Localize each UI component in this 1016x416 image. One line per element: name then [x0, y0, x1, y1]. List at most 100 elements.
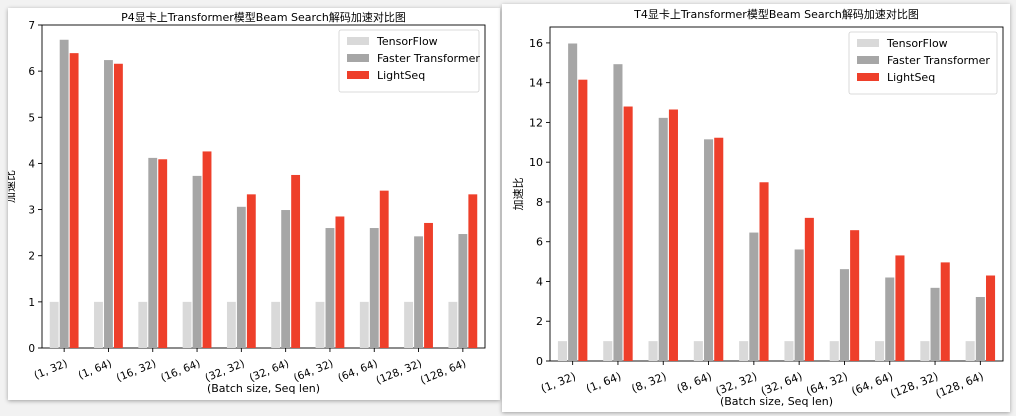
bar-lightseq — [468, 194, 478, 348]
legend-label: Faster Transformer — [377, 52, 480, 65]
bar-faster-transformer — [281, 210, 291, 348]
bar-faster-transformer — [568, 43, 578, 361]
legend-label: LightSeq — [377, 69, 425, 82]
bar-faster-transformer — [794, 249, 804, 361]
y-tick-label: 4 — [536, 275, 543, 288]
x-tick-label: (128, 32) — [374, 358, 423, 387]
y-tick-label: 5 — [28, 112, 35, 124]
bar-faster-transformer — [704, 139, 714, 361]
legend-swatch-faster-transformer — [347, 54, 369, 62]
bar-lightseq — [424, 222, 433, 348]
plot-frame — [41, 24, 486, 349]
x-tick-label: (32, 64) — [248, 358, 291, 385]
x-tick-label: (16, 64) — [159, 358, 202, 385]
x-tick-label: (64, 32) — [804, 370, 849, 398]
bar-lightseq — [895, 255, 905, 361]
bar-faster-transformer — [104, 60, 113, 348]
bar-lightseq — [578, 79, 588, 362]
bar-tensorflow — [226, 301, 236, 348]
bar-tensorflow — [448, 301, 458, 348]
legend-label: LightSeq — [887, 71, 935, 84]
y-tick-label: 2 — [536, 315, 543, 328]
bar-lightseq — [623, 106, 633, 362]
plot-frame — [549, 26, 1004, 362]
x-tick-label: (128, 32) — [888, 370, 940, 401]
x-tick-label: (1, 32) — [539, 370, 578, 396]
bar-tensorflow — [648, 341, 658, 361]
x-tick-label: (32, 64) — [759, 370, 804, 398]
bar-faster-transformer — [749, 232, 759, 361]
y-tick-label: 0 — [28, 343, 35, 355]
x-tick-label: (32, 32) — [714, 370, 759, 398]
bar-lightseq — [379, 190, 389, 348]
bar-faster-transformer — [458, 234, 468, 348]
bar-tensorflow — [965, 341, 975, 361]
bar-tensorflow — [182, 301, 192, 348]
bar-lightseq — [986, 275, 996, 361]
t4-speedup-chart: T4显卡上Transformer模型Beam Search解码加速对比图 0 2 4 6… — [512, 7, 1004, 408]
y-tick-label: 12 — [529, 116, 543, 129]
bar-tensorflow — [49, 301, 59, 348]
bar-tensorflow — [138, 301, 148, 348]
legend-swatch-lightseq — [857, 73, 879, 81]
bar-faster-transformer — [325, 228, 335, 348]
bar-faster-transformer — [839, 269, 849, 361]
x-tick-label: (8, 64) — [675, 370, 714, 396]
bar-faster-transformer — [414, 236, 423, 348]
x-tick-label: (32, 32) — [203, 358, 246, 385]
y-tick-label: 1 — [28, 297, 35, 309]
bar-tensorflow — [693, 341, 703, 361]
chart-title: T4显卡上Transformer模型Beam Search解码加速对比图 — [633, 7, 919, 21]
bar-tensorflow — [829, 341, 839, 361]
legend-swatch-tensorflow — [857, 39, 879, 47]
bar-tensorflow — [315, 301, 325, 348]
y-tick-label: 0 — [536, 355, 543, 368]
bar-faster-transformer — [148, 157, 158, 348]
y-tick-label: 6 — [28, 66, 35, 78]
bar-lightseq — [158, 159, 168, 348]
bar-lightseq — [804, 217, 814, 361]
bar-faster-transformer — [613, 64, 623, 362]
x-tick-label: (64, 64) — [850, 370, 895, 398]
bar-lightseq — [714, 137, 724, 361]
legend-label: Faster Transformer — [887, 54, 990, 67]
bar-faster-transformer — [975, 296, 985, 361]
legend-box — [848, 31, 998, 95]
y-tick-label: 4 — [28, 158, 35, 170]
bar-tensorflow — [784, 341, 794, 361]
bar-tensorflow — [739, 341, 749, 361]
bar-tensorflow — [875, 341, 885, 361]
legend-swatch-faster-transformer — [857, 56, 879, 64]
bar-faster-transformer — [885, 277, 895, 361]
bar-lightseq — [850, 230, 860, 361]
bar-faster-transformer — [930, 287, 940, 361]
x-tick-label: (8, 32) — [630, 370, 669, 396]
bar-faster-transformer — [59, 39, 69, 348]
legend-swatch-lightseq — [347, 71, 369, 79]
bar-faster-transformer — [192, 175, 202, 348]
x-tick-label: (128, 64) — [419, 358, 468, 387]
bar-lightseq — [246, 194, 256, 348]
x-tick-label: (64, 32) — [292, 358, 335, 385]
bar-tensorflow — [920, 341, 930, 361]
bar-faster-transformer — [369, 228, 379, 348]
bar-tensorflow — [271, 301, 281, 348]
y-tick-label: 16 — [529, 37, 543, 50]
bar-faster-transformer — [236, 206, 246, 348]
x-tick-label: (1, 32) — [32, 358, 69, 382]
bar-tensorflow — [603, 341, 613, 361]
bar-lightseq — [940, 262, 950, 361]
bar-lightseq — [759, 182, 769, 361]
bar-lightseq — [335, 216, 345, 348]
legend-box — [338, 29, 480, 93]
chart-panel-p4: P4显卡上Transformer模型Beam Search解码加速对比图 0 1 2 3… — [8, 8, 500, 400]
bar-tensorflow — [94, 301, 103, 348]
legend-label: TensorFlow — [376, 35, 438, 48]
y-tick-label: 6 — [536, 236, 543, 249]
chart-panel-t4: T4显卡上Transformer模型Beam Search解码加速对比图 0 2 4 6… — [502, 4, 1010, 412]
y-tick-label: 14 — [529, 77, 543, 90]
bar-lightseq — [69, 53, 79, 348]
x-tick-label: (1, 64) — [77, 358, 114, 382]
legend-label: TensorFlow — [886, 37, 948, 50]
y-tick-label: 7 — [28, 20, 35, 32]
